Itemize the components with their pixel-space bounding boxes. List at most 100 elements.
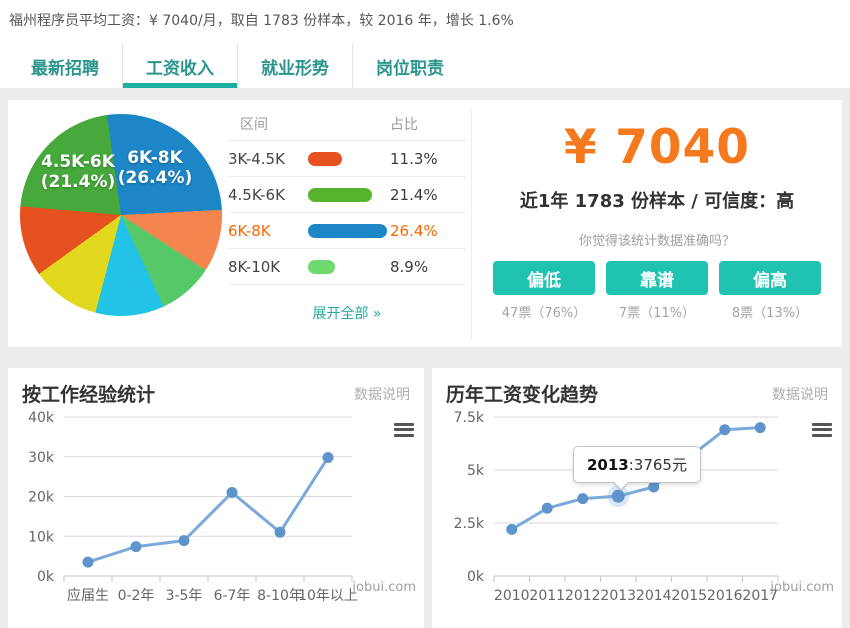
range-bar	[308, 259, 388, 274]
table-rows: 3K-4.5K 11.3% 4.5K-6K 21.4% 6K-8K 26.4% 8K-10K…	[228, 141, 466, 285]
vote-accurate-count: 7票（11%）	[618, 306, 696, 321]
vote-high-button[interactable]: 偏高	[719, 261, 821, 295]
vote-question: 你觉得该统计数据准确吗？	[578, 234, 735, 249]
vote-low-button[interactable]: 偏低	[493, 261, 595, 295]
x-axis-label: 6-7年	[214, 588, 251, 604]
data-point[interactable]	[178, 535, 190, 547]
salary-range-row[interactable]: 8K-10K 8.9%	[228, 249, 466, 285]
x-axis-label: 3-5年	[166, 588, 203, 604]
vote-high-count: 8票（13%）	[731, 306, 809, 321]
salary-range-row[interactable]: 6K-8K 26.4%	[228, 213, 466, 249]
y-axis-label: 0k	[467, 569, 485, 585]
range-percent: 26.4%	[390, 221, 438, 240]
watermark: jobui.com	[770, 580, 834, 595]
y-axis-label: 40k	[28, 410, 55, 426]
range-bar	[308, 151, 388, 166]
y-axis-label: 5k	[467, 463, 485, 479]
x-axis-label: 2013	[600, 588, 636, 604]
data-point[interactable]	[611, 489, 625, 503]
range-label: 3K-4.5K	[228, 149, 285, 168]
range-bar	[308, 187, 388, 202]
x-axis-label: 2012	[565, 588, 601, 604]
data-note-link[interactable]: 数据说明	[354, 387, 410, 403]
x-axis-label: 2015	[671, 588, 707, 604]
data-point[interactable]	[322, 452, 334, 464]
range-percent: 11.3%	[390, 149, 438, 168]
salary-range-row[interactable]: 3K-4.5K 11.3%	[228, 141, 466, 177]
tab-employment-trend[interactable]: 就业形势	[237, 44, 352, 88]
tab-latest-jobs[interactable]: 最新招聘	[31, 58, 99, 79]
chart-tooltip: 2013:3765元	[573, 446, 701, 491]
range-percent: 21.4%	[390, 185, 438, 204]
tooltip-year: 2013	[587, 456, 629, 474]
average-salary-value: ¥ 7040	[564, 120, 750, 175]
data-point[interactable]	[541, 502, 553, 514]
data-point[interactable]	[274, 526, 286, 538]
trend-line	[87, 456, 330, 564]
vote-low-count: 47票（76%）	[501, 306, 587, 321]
card-head: 按工作经验统计 数据说明	[22, 380, 410, 407]
table-header: 区间 占比	[228, 108, 466, 141]
x-axis-label: 2011	[529, 588, 565, 604]
trend-line	[510, 426, 761, 531]
salary-pie-chart[interactable]	[20, 114, 222, 316]
salary-range-row[interactable]: 4.5K-6K 21.4%	[228, 177, 466, 213]
vote-buttons: 偏低 47票（76%） 靠谱 7票（11%） 偏高 8票（13%）	[472, 261, 842, 321]
range-label: 8K-10K	[228, 257, 281, 276]
y-axis-label: 0k	[37, 569, 55, 585]
data-point[interactable]	[719, 424, 731, 436]
data-point[interactable]	[130, 541, 142, 553]
data-point[interactable]	[754, 422, 766, 434]
y-axis-label: 2.5k	[454, 516, 485, 532]
chart-menu-icon[interactable]	[812, 420, 832, 439]
y-axis-label: 30k	[28, 450, 55, 466]
experience-chart-card: 按工作经验统计 数据说明 0k 10k 20k 30k 40k 应届生 0-2年 3-5年 6-…	[8, 368, 424, 628]
tab-job-duties[interactable]: 岗位职责	[352, 44, 467, 88]
salary-range-table: 区间 占比 3K-4.5K 11.3% 4.5K-6K 21.4% 6K-8K 26.4%…	[228, 108, 466, 323]
chart-title: 按工作经验统计	[22, 384, 156, 406]
data-point[interactable]	[226, 487, 238, 499]
x-axis-label: 8-10年	[257, 588, 303, 604]
x-axis-label: 0-2年	[118, 588, 155, 604]
x-axis-label: 2010	[494, 588, 530, 604]
header-share: 占比	[390, 117, 418, 133]
chart-title: 历年工资变化趋势	[446, 384, 599, 406]
expand-all-link[interactable]: 展开全部 »	[312, 306, 382, 322]
x-axis-label: 2014	[636, 588, 672, 604]
vote-low: 偏低 47票（76%）	[493, 261, 595, 321]
y-axis-label: 20k	[28, 490, 55, 506]
x-axis-label: 应届生	[67, 587, 109, 604]
tooltip-value: :3765元	[628, 456, 687, 474]
watermark: jobui.com	[352, 580, 416, 595]
header-range: 区间	[240, 117, 268, 133]
tab-bar: 最新招聘 工资收入 就业形势 岗位职责	[8, 44, 467, 88]
trend-chart-card: 历年工资变化趋势 数据说明 0k 2.5k 5k 7.5k 2010 2011 2012 20…	[432, 368, 842, 628]
range-bar	[308, 223, 388, 238]
range-label: 6K-8K	[228, 221, 271, 240]
tab-salary-income[interactable]: 工资收入	[122, 44, 237, 88]
chart-menu-icon[interactable]	[394, 420, 414, 439]
sample-info: 近1年 1783 份样本 / 可信度：高	[519, 191, 795, 212]
range-label: 4.5K-6K	[228, 185, 285, 204]
range-percent: 8.9%	[390, 257, 429, 276]
data-point[interactable]	[82, 556, 94, 568]
x-axis-label: 2017	[742, 588, 778, 604]
vote-accurate-button[interactable]: 靠谱	[606, 261, 708, 295]
data-note-link[interactable]: 数据说明	[772, 387, 828, 403]
card-head: 历年工资变化趋势 数据说明	[446, 380, 828, 407]
x-axis-label: 10年以上	[298, 588, 358, 604]
y-axis-label: 10k	[28, 529, 55, 545]
y-axis-label: 7.5k	[454, 410, 485, 426]
x-axis-label: 2016	[707, 588, 743, 604]
top-bar: 福州程序员平均工资：¥ 7040/月，取自 1783 份样本，较 2016 年，…	[0, 0, 850, 88]
salary-overview-card: 4.5K-6K (21.4%) 6K-8K (26.4%) 区间 占比 3K-4…	[8, 100, 842, 347]
data-point[interactable]	[648, 481, 660, 493]
page-summary: 福州程序员平均工资：¥ 7040/月，取自 1783 份样本，较 2016 年，…	[9, 13, 514, 29]
vote-accurate: 靠谱 7票（11%）	[606, 261, 708, 321]
stats-panel: ¥ 7040 近1年 1783 份样本 / 可信度：高 你觉得该统计数据准确吗？…	[471, 110, 842, 339]
vote-high: 偏高 8票（13%）	[719, 261, 821, 321]
data-point[interactable]	[506, 523, 518, 535]
data-point[interactable]	[577, 493, 589, 505]
